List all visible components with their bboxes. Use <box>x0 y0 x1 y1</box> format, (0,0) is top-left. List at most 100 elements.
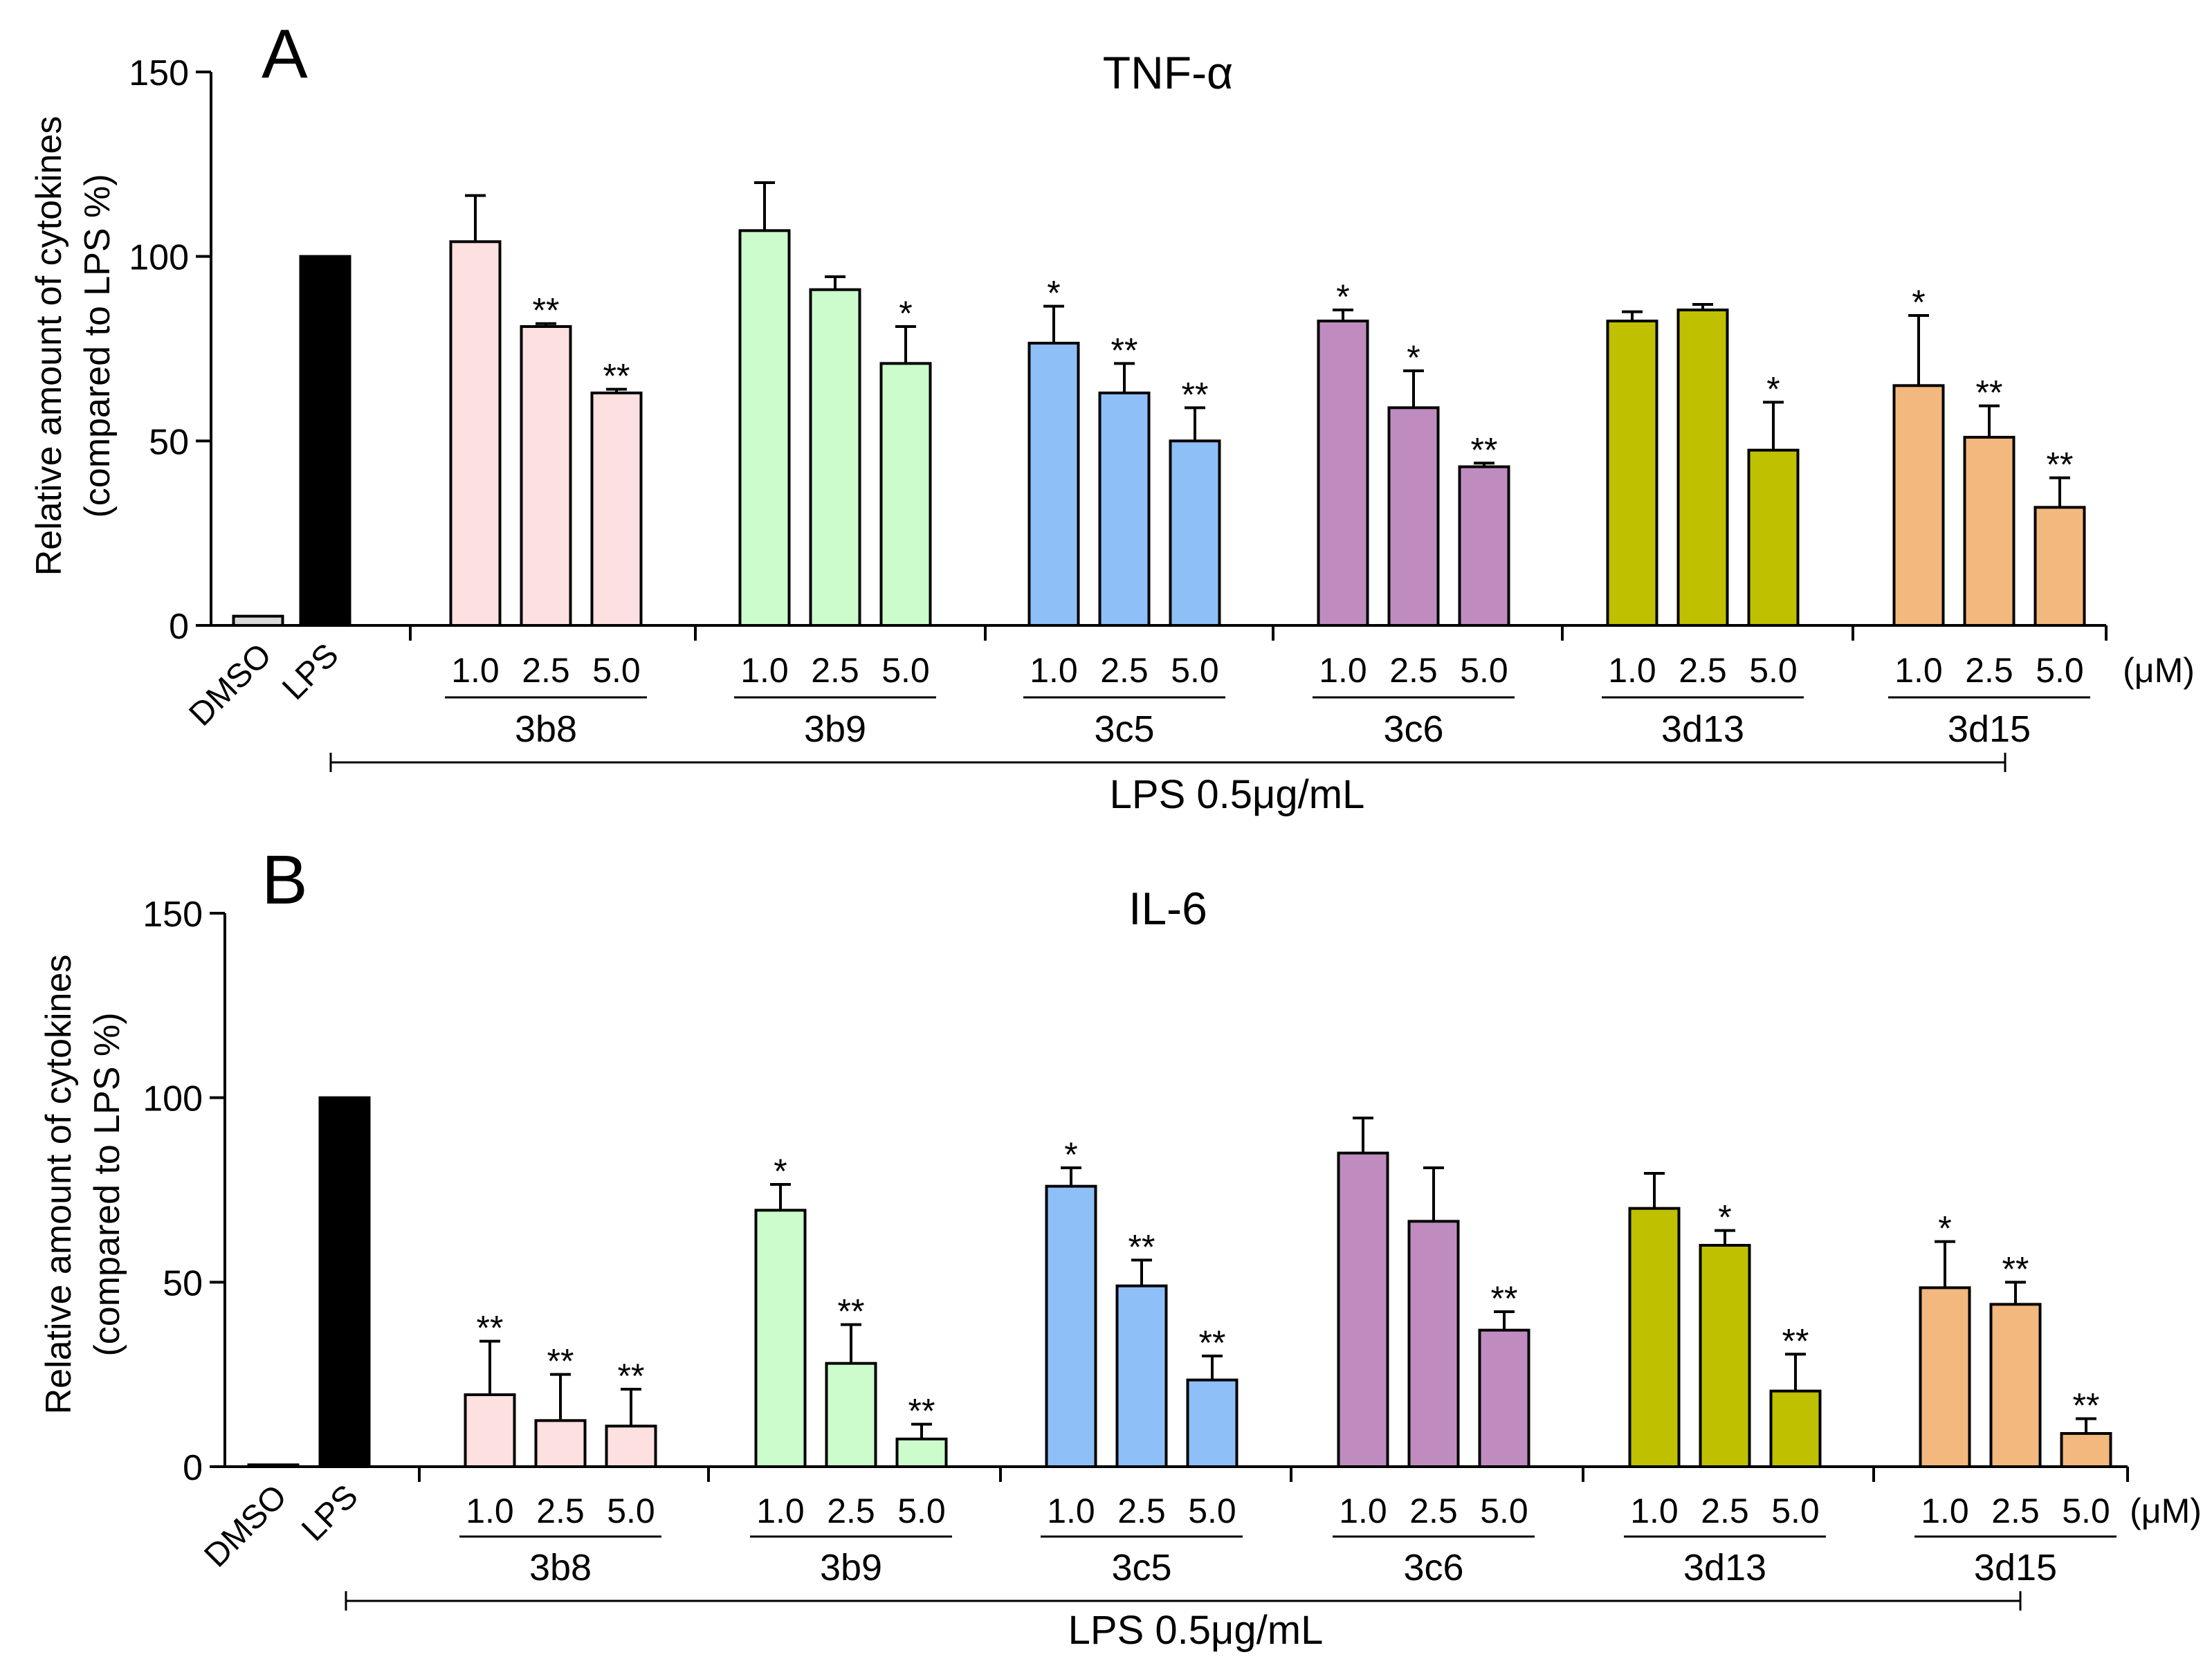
significance-label: ** <box>1128 1227 1155 1266</box>
group-name-label: 3d15 <box>1974 1547 2057 1588</box>
dose-unit-label: (μM) <box>2130 1492 2202 1530</box>
bar-3b8-dose-1 <box>520 325 572 627</box>
treatment-label: LPS 0.5μg/mL <box>1068 1608 1324 1653</box>
bar-3d13-dose-2 <box>1747 448 1800 627</box>
group-name-label: 3c5 <box>1111 1547 1171 1588</box>
dose-label: 5.0 <box>1749 651 1798 690</box>
bar-3d15-dose-2 <box>2033 506 2086 627</box>
significance-label: * <box>1938 1209 1951 1248</box>
dose-label: 1.0 <box>1921 1492 1969 1530</box>
significance-label: * <box>1766 369 1780 408</box>
dose-label: 2.5 <box>827 1492 875 1530</box>
bar-3b9-dose-0 <box>738 229 791 627</box>
dose-label: 2.5 <box>1389 651 1438 690</box>
significance-label: ** <box>1491 1279 1518 1318</box>
dose-unit-label: (μM) <box>2123 651 2195 690</box>
significance-label: ** <box>1782 1321 1809 1360</box>
dose-label: 1.0 <box>1047 1492 1095 1530</box>
bar-3b9-dose-1 <box>825 1362 877 1468</box>
significance-label: ** <box>618 1357 645 1395</box>
y-axis-label-line2: (compared to LPS %) <box>77 174 118 517</box>
bar-3c6-dose-2 <box>1458 465 1510 627</box>
significance-label: ** <box>1182 375 1209 414</box>
y-tick-label: 50 <box>163 1263 203 1303</box>
bar-3d13-dose-1 <box>1699 1244 1751 1468</box>
y-tick-label: 0 <box>183 1448 203 1488</box>
dose-label: 5.0 <box>592 651 641 690</box>
bar-3c5-dose-2 <box>1169 439 1221 627</box>
significance-label: * <box>774 1152 787 1191</box>
significance-label: ** <box>1976 374 2003 412</box>
y-tick-label: 150 <box>143 895 203 935</box>
group-name-label: 3b9 <box>820 1547 882 1588</box>
panel-b-chart: B IL-6 Relative amount of cytokines (com… <box>39 841 2202 1653</box>
significance-label: * <box>899 294 912 333</box>
dose-label: 5.0 <box>1460 651 1508 690</box>
y-tick-label: 150 <box>129 53 189 93</box>
dose-label: 5.0 <box>1171 651 1219 690</box>
dose-label: 5.0 <box>1771 1492 1820 1530</box>
control-label: DMSO <box>197 1478 293 1574</box>
significance-label: * <box>1047 274 1060 313</box>
panel-letter: A <box>262 15 308 93</box>
dose-label: 2.5 <box>1965 651 2013 690</box>
control-label: LPS <box>275 636 346 707</box>
significance-label: ** <box>1199 1323 1226 1362</box>
significance-label: ** <box>1471 430 1498 469</box>
control-label: LPS <box>295 1478 365 1548</box>
dose-label: 2.5 <box>522 651 570 690</box>
dose-label: 5.0 <box>607 1492 655 1530</box>
bar-3c6-dose-1 <box>1407 1220 1460 1469</box>
group-name-label: 3b8 <box>529 1547 592 1588</box>
dose-label: 1.0 <box>1319 651 1367 690</box>
significance-label: ** <box>477 1309 504 1348</box>
control-label: DMSO <box>182 636 278 733</box>
bar-3d15-dose-0 <box>1892 384 1945 627</box>
bar-3c6-dose-0 <box>1337 1151 1389 1468</box>
dose-label: 2.5 <box>811 651 859 690</box>
group-name-label: 3c6 <box>1403 1547 1463 1588</box>
dmso-bar <box>247 1463 300 1468</box>
group-name-label: 3b9 <box>804 708 866 750</box>
dmso-bar <box>232 614 284 627</box>
significance-label: ** <box>547 1342 574 1381</box>
bar-3c5-dose-0 <box>1045 1184 1097 1468</box>
bar-3d15-dose-1 <box>1963 436 2016 627</box>
significance-label: ** <box>908 1392 935 1431</box>
dose-label: 1.0 <box>451 651 500 690</box>
group-name-label: 3c6 <box>1383 708 1443 750</box>
bar-3d13-dose-1 <box>1676 309 1729 627</box>
dose-label: 5.0 <box>1480 1492 1528 1530</box>
dose-label: 5.0 <box>1188 1492 1236 1530</box>
y-axis-label-line2: (compared to LPS %) <box>87 1012 127 1356</box>
dose-label: 5.0 <box>2062 1492 2110 1530</box>
bar-3c5-dose-0 <box>1027 342 1080 627</box>
bar-3b9-dose-0 <box>754 1209 807 1469</box>
dose-label: 2.5 <box>1701 1492 1749 1530</box>
dose-label: 1.0 <box>1894 651 1943 690</box>
significance-label: ** <box>1111 331 1138 369</box>
significance-label: ** <box>603 357 630 396</box>
group-name-label: 3d13 <box>1661 708 1744 750</box>
lps-bar <box>299 255 351 627</box>
dose-label: 2.5 <box>1679 651 1727 690</box>
bar-3b9-dose-2 <box>895 1438 948 1468</box>
chart-title: TNF-α <box>1103 47 1233 98</box>
treatment-label: LPS 0.5μg/mL <box>1110 772 1365 817</box>
bar-3c6-dose-2 <box>1478 1328 1530 1468</box>
bar-3c5-dose-2 <box>1186 1378 1238 1468</box>
significance-label: * <box>1407 338 1420 377</box>
bar-3d13-dose-0 <box>1606 320 1658 627</box>
significance-label: ** <box>2047 446 2074 484</box>
group-name-label: 3b8 <box>515 708 577 750</box>
significance-label: * <box>1336 277 1349 316</box>
dose-label: 2.5 <box>1409 1492 1458 1530</box>
lps-bar <box>318 1096 371 1468</box>
group-name-label: 3c5 <box>1094 708 1154 750</box>
bar-3d15-dose-1 <box>1989 1303 2042 1469</box>
bar-3b8-dose-2 <box>590 392 643 627</box>
bar-3b9-dose-1 <box>809 288 861 627</box>
bar-3c6-dose-0 <box>1317 320 1369 627</box>
dose-label: 1.0 <box>1608 651 1656 690</box>
